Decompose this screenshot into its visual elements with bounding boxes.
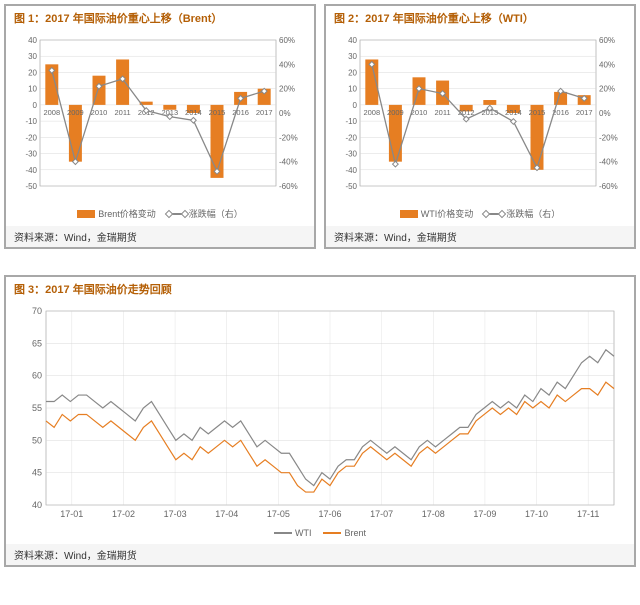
svg-text:-40%: -40% [599, 158, 618, 167]
chart1-svg: -50 -40 -30 -20 -10 0 10 20 30 40 -60% -40% -20% 0% 20… [12, 34, 308, 204]
svg-text:30: 30 [28, 52, 37, 61]
chart1-title: 图 1：2017 年国际油价重心上移（Brent） [6, 6, 314, 30]
svg-text:2009: 2009 [387, 108, 404, 117]
chart3-area: 40 45 50 55 60 65 70 17-01 17-02 17-03 17-04 17-05 1… [6, 301, 634, 544]
svg-text:-30: -30 [345, 150, 357, 159]
svg-text:-20: -20 [25, 133, 37, 142]
svg-text:60%: 60% [279, 36, 295, 45]
chart-panel-trend: 图 3：2017 年国际油价走势回顾 40 45 50 55 60 65 70 17-01 17… [4, 275, 636, 567]
svg-text:17-03: 17-03 [164, 509, 187, 519]
svg-text:-60%: -60% [599, 182, 618, 191]
svg-text:2008: 2008 [363, 108, 380, 117]
svg-text:60: 60 [32, 371, 42, 381]
svg-text:-20: -20 [345, 133, 357, 142]
svg-text:17-07: 17-07 [370, 509, 393, 519]
svg-text:2009: 2009 [67, 108, 84, 117]
svg-text:0%: 0% [599, 109, 611, 118]
svg-text:10: 10 [348, 85, 357, 94]
svg-text:-40%: -40% [279, 158, 298, 167]
svg-text:20%: 20% [279, 85, 295, 94]
svg-text:40: 40 [32, 500, 42, 510]
svg-text:70: 70 [32, 306, 42, 316]
svg-text:40%: 40% [599, 60, 615, 69]
svg-text:40: 40 [28, 36, 37, 45]
svg-text:10: 10 [28, 85, 37, 94]
svg-text:17-01: 17-01 [60, 509, 83, 519]
chart3-legend: WTI Brent [12, 525, 628, 538]
chart1-legend: Brent价格变动 涨跌幅（右） [12, 204, 308, 220]
svg-text:-10: -10 [25, 117, 37, 126]
chart3-title: 图 3：2017 年国际油价走势回顾 [6, 277, 634, 301]
svg-text:2010: 2010 [91, 108, 108, 117]
svg-text:17-10: 17-10 [525, 509, 548, 519]
svg-text:-20%: -20% [599, 133, 618, 142]
svg-text:2014: 2014 [185, 108, 202, 117]
line-swatch-icon [274, 532, 292, 534]
svg-text:40: 40 [348, 36, 357, 45]
svg-text:45: 45 [32, 468, 42, 478]
svg-text:0: 0 [353, 101, 358, 110]
chart1-area: -50 -40 -30 -20 -10 0 10 20 30 40 -60% -40% -20% 0% 20… [6, 30, 314, 226]
svg-text:65: 65 [32, 338, 42, 348]
chart-panel-brent: 图 1：2017 年国际油价重心上移（Brent） -50 -40 -30 -20 -1… [4, 4, 316, 249]
chart3-svg: 40 45 50 55 60 65 70 17-01 17-02 17-03 17-04 17-05 1… [12, 305, 624, 525]
svg-text:17-02: 17-02 [112, 509, 135, 519]
svg-text:50: 50 [32, 435, 42, 445]
svg-text:0: 0 [33, 101, 38, 110]
bar-swatch-icon [400, 210, 418, 218]
svg-text:-20%: -20% [279, 133, 298, 142]
svg-text:-40: -40 [345, 166, 357, 175]
svg-text:2017: 2017 [576, 108, 593, 117]
svg-text:60%: 60% [599, 36, 615, 45]
chart2-legend: WTI价格变动 涨跌幅（右） [332, 204, 628, 220]
svg-text:20%: 20% [599, 85, 615, 94]
chart2-title: 图 2：2017 年国际油价重心上移（WTI） [326, 6, 634, 30]
svg-text:2015: 2015 [529, 108, 546, 117]
svg-text:-50: -50 [345, 182, 357, 191]
svg-text:17-06: 17-06 [318, 509, 341, 519]
svg-text:2014: 2014 [505, 108, 522, 117]
line-swatch-icon [168, 213, 186, 215]
svg-text:17-04: 17-04 [215, 509, 238, 519]
bar-swatch-icon [77, 210, 95, 218]
svg-text:-60%: -60% [279, 182, 298, 191]
svg-text:30: 30 [348, 52, 357, 61]
svg-text:2011: 2011 [115, 108, 131, 117]
svg-text:17-11: 17-11 [577, 509, 599, 519]
chart2-source: 资料来源：Wind，金瑞期货 [326, 226, 634, 247]
chart1-source: 资料来源：Wind，金瑞期货 [6, 226, 314, 247]
svg-text:-30: -30 [25, 150, 37, 159]
svg-text:-10: -10 [345, 117, 357, 126]
svg-text:2008: 2008 [43, 108, 60, 117]
svg-text:-50: -50 [25, 182, 37, 191]
chart3-source: 资料来源：Wind，金瑞期货 [6, 544, 634, 565]
svg-text:-40: -40 [25, 166, 37, 175]
svg-text:20: 20 [28, 68, 37, 77]
chart2-svg: -50 -40 -30 -20 -10 0 10 20 30 40 -60% -40% -20% 0% 20… [332, 34, 628, 204]
line-swatch-icon [485, 213, 503, 215]
chart-panel-wti: 图 2：2017 年国际油价重心上移（WTI） -50 -40 -30 -20 -10 0… [324, 4, 636, 249]
svg-text:17-05: 17-05 [267, 509, 290, 519]
chart2-area: -50 -40 -30 -20 -10 0 10 20 30 40 -60% -40% -20% 0% 20… [326, 30, 634, 226]
svg-text:17-09: 17-09 [473, 509, 496, 519]
svg-text:2015: 2015 [209, 108, 226, 117]
svg-text:55: 55 [32, 403, 42, 413]
svg-text:40%: 40% [279, 60, 295, 69]
svg-text:17-08: 17-08 [422, 509, 445, 519]
svg-text:2017: 2017 [256, 108, 273, 117]
svg-text:20: 20 [348, 68, 357, 77]
line-swatch-icon [323, 532, 341, 534]
svg-text:0%: 0% [279, 109, 291, 118]
svg-text:2011: 2011 [435, 108, 451, 117]
